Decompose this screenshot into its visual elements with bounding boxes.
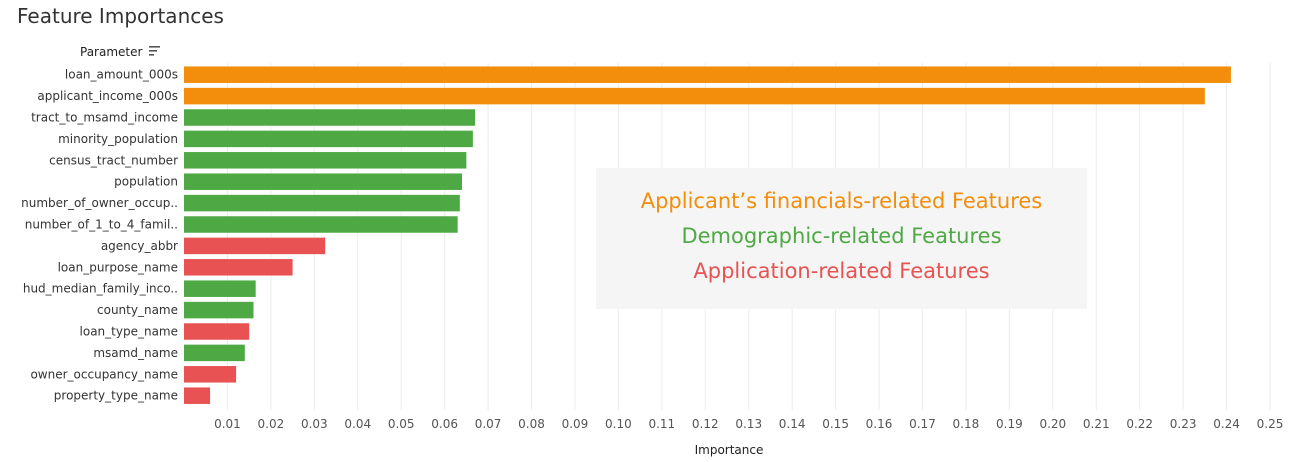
x-tick-label: 0.06 — [431, 417, 458, 431]
category-label: number_of_1_to_4_famil.. — [25, 218, 178, 232]
category-label: hud_median_family_inco.. — [23, 282, 178, 296]
bar-agency-abbr[interactable] — [184, 237, 326, 255]
legend-application: Application-related Features — [693, 259, 990, 283]
bar-hud-median-family-inco[interactable] — [184, 280, 256, 297]
x-tick-label: 0.02 — [258, 417, 285, 431]
bar-tract-to-msamd-income[interactable] — [184, 109, 476, 126]
category-label: applicant_income_000s — [37, 89, 178, 103]
x-tick-label: 0.21 — [1083, 417, 1110, 431]
x-tick-label: 0.09 — [562, 417, 589, 431]
bars — [184, 66, 1231, 404]
sort-descending-icon[interactable] — [149, 46, 161, 56]
bar-applicant-income-000s[interactable] — [184, 87, 1205, 105]
x-tick-label: 0.12 — [692, 417, 719, 431]
parameter-header[interactable]: Parameter — [80, 45, 143, 59]
bar-population[interactable] — [184, 173, 463, 190]
bar-census-tract-number[interactable] — [184, 152, 467, 169]
x-tick-label: 0.17 — [909, 417, 936, 431]
x-tick-label: 0.07 — [475, 417, 502, 431]
x-tick-label: 0.25 — [1257, 417, 1284, 431]
bar-minority-population[interactable] — [184, 130, 473, 148]
bar-number-of-1-to-4-famil[interactable] — [184, 216, 458, 233]
x-tick-label: 0.20 — [1039, 417, 1066, 431]
x-tick-label: 0.16 — [866, 417, 893, 431]
x-tick-label: 0.18 — [953, 417, 980, 431]
x-tick-label: 0.11 — [648, 417, 675, 431]
bar-owner-occupancy-name[interactable] — [184, 366, 237, 383]
x-tick-label: 0.04 — [344, 417, 371, 431]
x-tick-label: 0.15 — [822, 417, 849, 431]
chart-title: Feature Importances — [17, 4, 224, 28]
gridlines — [226, 63, 1271, 410]
category-label: minority_population — [58, 132, 178, 146]
category-label: county_name — [97, 303, 178, 317]
category-label: number_of_owner_occup.. — [21, 196, 178, 210]
x-tick-label: 0.10 — [605, 417, 632, 431]
bar-loan-type-name[interactable] — [184, 323, 250, 340]
x-tick-label: 0.23 — [1170, 417, 1197, 431]
legend-box: Applicant’s financials-related Features … — [596, 168, 1087, 309]
x-tick-label: 0.08 — [518, 417, 545, 431]
category-label: loan_amount_000s — [65, 68, 178, 82]
bar-county-name[interactable] — [184, 301, 254, 319]
category-label: msamd_name — [93, 346, 178, 360]
category-labels: loan_amount_000s applicant_income_000stra… — [21, 68, 178, 403]
legend-financial: Applicant’s financials-related Features — [640, 189, 1043, 213]
x-tick-label: 0.14 — [779, 417, 806, 431]
x-tick-labels: 0.01 0.02 0.03 0.04 0.05 0.06 0.07 0.08 0.09 0.10… — [214, 417, 1283, 431]
x-tick-label: 0.05 — [388, 417, 415, 431]
bar-number-of-owner-occup[interactable] — [184, 194, 460, 212]
category-label: tract_to_msamd_income — [31, 111, 178, 125]
bar-property-type-name[interactable] — [184, 387, 211, 404]
x-tick-label: 0.01 — [214, 417, 241, 431]
x-tick-label: 0.24 — [1213, 417, 1240, 431]
x-axis-title: Importance — [695, 443, 764, 457]
category-label: owner_occupancy_name — [30, 367, 178, 381]
x-tick-label: 0.13 — [735, 417, 762, 431]
category-label: loan_type_name — [80, 325, 178, 339]
category-label: loan_purpose_name — [58, 260, 178, 274]
bar-loan-purpose-name[interactable] — [184, 259, 293, 276]
x-tick-label: 0.22 — [1126, 417, 1153, 431]
bar-msamd-name[interactable] — [184, 344, 245, 362]
legend-demographic: Demographic-related Features — [681, 224, 1002, 248]
category-label: census_tract_number — [49, 153, 178, 167]
category-label: property_type_name — [54, 389, 178, 403]
bar-loan-amount-000s[interactable] — [184, 66, 1231, 83]
x-tick-label: 0.19 — [996, 417, 1023, 431]
x-tick-label: 0.03 — [301, 417, 328, 431]
category-label: population — [114, 175, 178, 189]
category-label: agency_abbr — [101, 239, 178, 253]
